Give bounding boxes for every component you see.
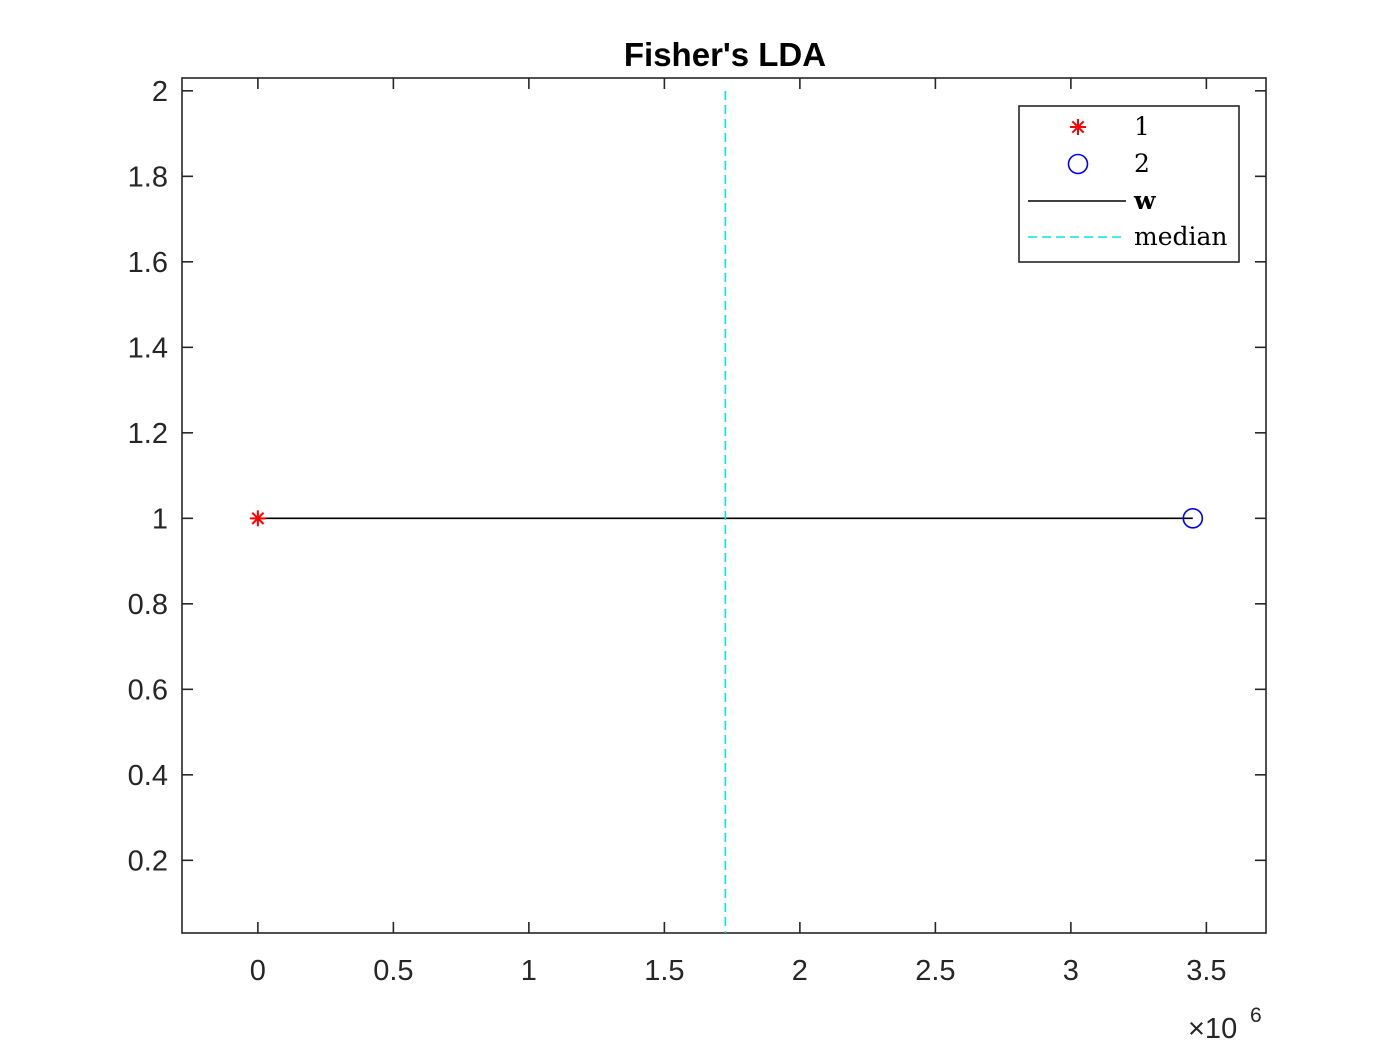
y-tick-label: 1.2 (128, 418, 168, 450)
x-exponent-power: 6 (1250, 1004, 1262, 1027)
data-point-series-2 (1182, 508, 1204, 529)
legend-marker-asterisk (1070, 119, 1086, 135)
legend-label: median (1134, 222, 1228, 251)
legend-entry-1: 1 (1070, 112, 1150, 141)
y-tick-label: 1.8 (128, 161, 168, 193)
x-tick-label: 2.5 (915, 955, 955, 987)
y-tick-label: 0.6 (128, 674, 168, 706)
legend-marker-circle (1067, 153, 1089, 175)
y-tick-label: 0.2 (128, 845, 168, 877)
x-tick-label: 0.5 (373, 955, 413, 987)
x-tick-label: 3 (1063, 955, 1079, 987)
data-point-series-1 (249, 510, 266, 527)
x-tick-label: 2 (792, 955, 808, 987)
y-tick-label: 1.4 (128, 332, 168, 364)
legend-label: w (1133, 186, 1157, 215)
x-tick-label: 1 (521, 955, 537, 987)
x-exponent-label: ×10 6 (1188, 1004, 1262, 1045)
chart-title: Fisher's LDA (624, 36, 826, 73)
y-tick-label: 2 (152, 76, 168, 108)
x-tick-label: 0 (250, 955, 266, 987)
legend-box (1018, 105, 1240, 263)
legend-label: 2 (1134, 149, 1150, 178)
legend-label: 1 (1134, 112, 1150, 141)
legend-entry-2: 2 (1067, 149, 1150, 178)
y-tick-label: 1 (152, 503, 168, 535)
legend: 1 2 w median (1018, 105, 1240, 263)
y-tick-label: 0.4 (128, 760, 168, 792)
legend-entry-median: median (1028, 222, 1228, 251)
y-tick-label: 1.6 (128, 247, 168, 279)
x-exponent-base: ×10 (1188, 1013, 1237, 1045)
y-tick-label: 0.8 (128, 589, 168, 621)
x-tick-label: 1.5 (644, 955, 684, 987)
legend-entry-w: w (1028, 186, 1157, 215)
x-tick-label: 3.5 (1186, 955, 1226, 987)
